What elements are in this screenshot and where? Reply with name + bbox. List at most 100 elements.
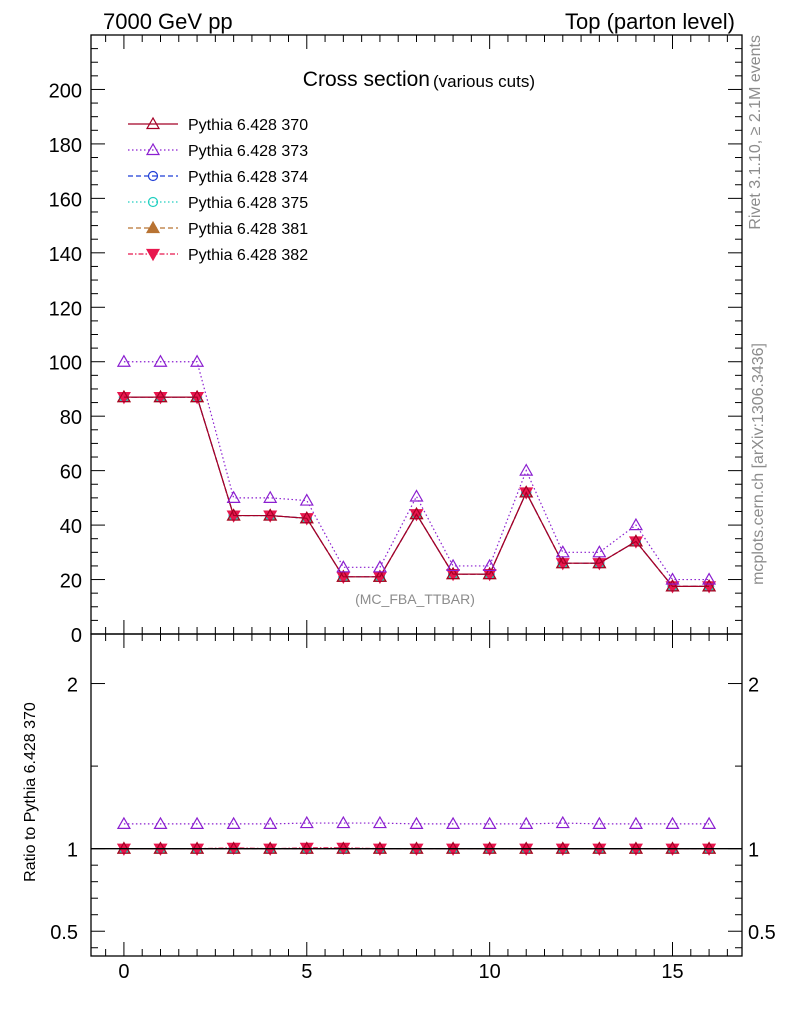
data-point bbox=[153, 816, 168, 829]
legend-label: Pythia 6.428 375 bbox=[188, 195, 308, 212]
legend-item: Pythia 6.428 374 bbox=[128, 169, 308, 186]
y-tick-label: 20 bbox=[60, 571, 82, 593]
legend-label: Pythia 6.428 370 bbox=[188, 117, 308, 134]
data-point bbox=[147, 196, 159, 208]
data-point bbox=[226, 841, 241, 854]
legend-item: Pythia 6.428 375 bbox=[128, 195, 308, 212]
data-point bbox=[665, 572, 680, 585]
main-series bbox=[116, 354, 717, 594]
data-point bbox=[263, 816, 278, 829]
series-line bbox=[123, 396, 710, 587]
data-point bbox=[702, 579, 717, 592]
data-point bbox=[372, 841, 387, 854]
data-point bbox=[592, 841, 607, 854]
data-point bbox=[116, 354, 131, 367]
y-tick-label: 40 bbox=[60, 516, 82, 538]
data-point bbox=[226, 508, 241, 521]
data-point bbox=[409, 489, 424, 502]
ratio-ylabel: Ratio to Pythia 6.428 370 bbox=[22, 702, 39, 882]
data-point bbox=[482, 841, 497, 854]
data-point bbox=[116, 389, 131, 403]
data-point bbox=[665, 841, 680, 854]
data-point bbox=[702, 841, 717, 854]
data-point bbox=[555, 555, 570, 569]
y-tick-label-right: 1 bbox=[748, 840, 759, 862]
series-line bbox=[123, 361, 710, 581]
data-point bbox=[372, 560, 387, 573]
x-tick-label: 5 bbox=[301, 961, 312, 983]
y-tick-label: 180 bbox=[49, 135, 82, 157]
data-point bbox=[226, 490, 241, 503]
data-point bbox=[145, 220, 161, 234]
data-point bbox=[299, 841, 314, 854]
y-tick-label: 1 bbox=[67, 840, 78, 862]
legend-label: Pythia 6.428 374 bbox=[188, 169, 308, 186]
data-point bbox=[336, 569, 351, 582]
data-point bbox=[226, 816, 241, 829]
data-point bbox=[145, 142, 161, 156]
y-tick-label: 120 bbox=[49, 298, 82, 320]
data-point bbox=[116, 816, 131, 829]
data-point bbox=[446, 558, 461, 572]
data-point bbox=[263, 490, 278, 503]
data-point bbox=[153, 841, 168, 854]
legend-label: Pythia 6.428 373 bbox=[188, 143, 308, 160]
y-tick-label-right: 0.5 bbox=[748, 922, 776, 944]
rivet-label: Rivet 3.1.10, ≥ 2.1M events bbox=[747, 35, 764, 230]
data-point bbox=[592, 545, 607, 558]
data-point bbox=[372, 815, 387, 829]
chart-subtitle: (various cuts) bbox=[433, 72, 535, 91]
legend: Pythia 6.428 370 Pythia 6.428 373 Pythia 6… bbox=[128, 116, 308, 264]
ratio-panel-frame bbox=[90, 633, 743, 957]
series-line bbox=[123, 396, 710, 587]
data-point bbox=[555, 545, 570, 558]
data-point bbox=[190, 389, 205, 403]
ratio-series bbox=[91, 815, 742, 856]
x-tick-label: 0 bbox=[118, 961, 129, 983]
main-panel: 0 20 40 60 80 100 120 140 160 180 200 Cross sectio… bbox=[49, 34, 743, 647]
legend-item: Pythia 6.428 382 bbox=[128, 247, 308, 264]
data-point bbox=[263, 841, 278, 854]
ratio-panel: 0.5 0.5 1 1 2 2 0 5 10 15 Ratio to Pythia 6.428 3… bbox=[22, 633, 776, 983]
data-point bbox=[555, 841, 570, 854]
data-point bbox=[519, 463, 534, 476]
data-point bbox=[147, 170, 159, 182]
y-tick-label: 200 bbox=[49, 80, 82, 102]
data-point bbox=[336, 841, 351, 854]
ratio-axis-ticks: 0.5 0.5 1 1 2 2 0 5 10 15 bbox=[50, 634, 776, 983]
data-point bbox=[702, 816, 717, 829]
legend-item: Pythia 6.428 373 bbox=[128, 142, 308, 160]
data-point bbox=[592, 555, 607, 569]
data-point bbox=[190, 841, 205, 854]
analysis-tag: (MC_FBA_TTBAR) bbox=[355, 591, 475, 607]
series-line bbox=[123, 396, 710, 587]
data-point bbox=[336, 815, 351, 829]
header-left: 7000 GeV pp bbox=[103, 9, 233, 34]
data-point bbox=[519, 485, 534, 498]
x-tick-label: 15 bbox=[661, 961, 683, 983]
y-tick-label: 100 bbox=[49, 353, 82, 375]
data-point bbox=[153, 389, 168, 403]
data-point bbox=[299, 493, 314, 506]
legend-item: Pythia 6.428 370 bbox=[128, 116, 308, 134]
y-tick-label: 2 bbox=[67, 675, 78, 697]
data-point bbox=[628, 517, 643, 531]
y-tick-label: 60 bbox=[60, 462, 82, 484]
data-point bbox=[145, 248, 161, 262]
series-line bbox=[123, 396, 710, 587]
data-point bbox=[702, 572, 717, 585]
data-point bbox=[299, 815, 314, 829]
data-point bbox=[336, 560, 351, 573]
data-point bbox=[372, 569, 387, 582]
data-point bbox=[190, 354, 205, 367]
data-point bbox=[153, 354, 168, 367]
data-point bbox=[446, 566, 461, 580]
data-point bbox=[519, 841, 534, 854]
data-point bbox=[145, 116, 161, 130]
data-point bbox=[263, 508, 278, 521]
y-tick-label-right: 2 bbox=[748, 675, 759, 697]
y-tick-label: 0.5 bbox=[50, 922, 78, 944]
x-tick-label: 10 bbox=[479, 961, 501, 983]
data-point bbox=[628, 816, 643, 829]
